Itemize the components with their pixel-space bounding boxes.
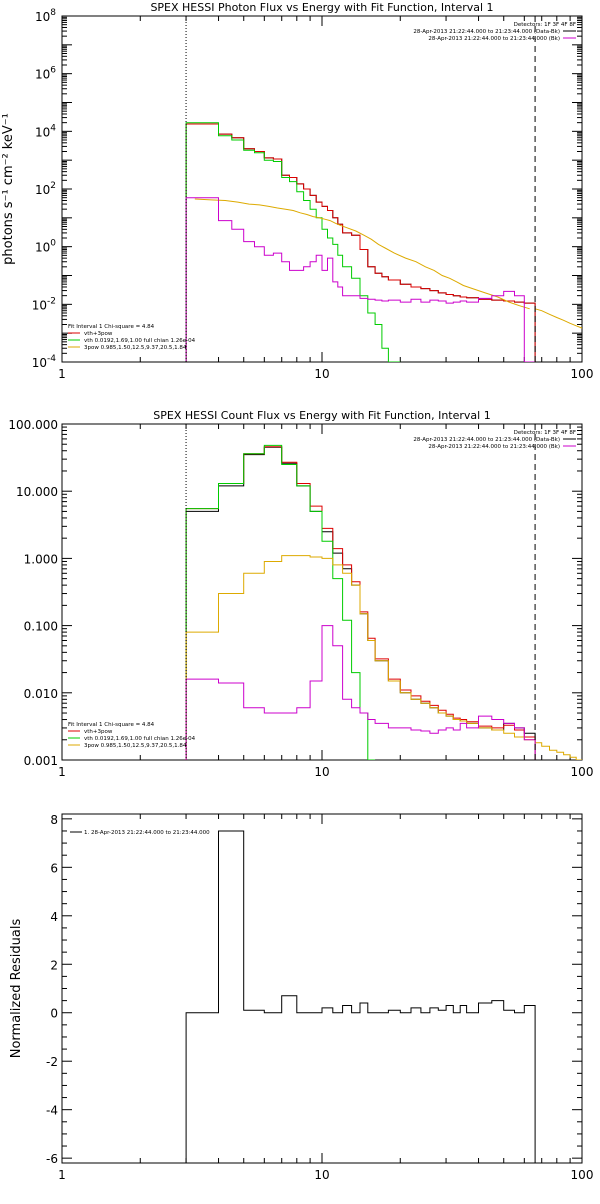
y-tick-label: 10-2 bbox=[32, 296, 56, 312]
series-3-line bbox=[194, 198, 530, 310]
y-tick-exp: 8 bbox=[50, 8, 56, 18]
x-tick-label: 100 bbox=[571, 1168, 594, 1182]
series-4-line bbox=[185, 197, 536, 362]
x-tick-label: 1 bbox=[58, 367, 66, 381]
y-tick-exp: 4 bbox=[50, 123, 56, 133]
panel-photon: SPEX HESSI Photon Flux vs Energy with Fi… bbox=[1, 1, 593, 381]
legend-entry-label: 28-Apr-2013 21:22:44.000 to 21:23:44.000… bbox=[428, 36, 560, 42]
legend-entry-label: 3pow 0.985,1.50,12.5,9.37,20.5,1.84 bbox=[84, 743, 187, 749]
y-tick-label: 108 bbox=[35, 8, 56, 24]
series-0-line bbox=[185, 123, 536, 362]
legend-entry-label: vth 0.0192,1.69,1.00 full chian 1.26e-04 bbox=[84, 736, 196, 742]
series-1-line bbox=[185, 123, 536, 362]
y-tick-base: 10 bbox=[35, 125, 50, 139]
y-tick-label: 0.100 bbox=[24, 620, 58, 634]
y-tick-label: 104 bbox=[35, 123, 56, 139]
y-tick-exp: 2 bbox=[50, 181, 56, 191]
y-tick-label: 10-4 bbox=[32, 354, 57, 370]
series-2-line bbox=[185, 122, 401, 362]
legend-entry-label: 28-Apr-2013 21:22:44.000 to 21:23:44.000… bbox=[413, 437, 560, 443]
plot-frame bbox=[61, 813, 583, 1164]
y-tick-label: 102 bbox=[35, 181, 56, 197]
series-tail-line bbox=[534, 308, 582, 329]
y-tick-label: 4 bbox=[50, 910, 58, 924]
data-layer bbox=[185, 122, 582, 362]
x-tick-label: 100 bbox=[571, 765, 594, 779]
legend-title: Fit Interval 1 Chi-square = 4.84 bbox=[68, 324, 155, 330]
x-tick-label: 100 bbox=[571, 367, 594, 381]
y-tick-label: 2 bbox=[50, 958, 58, 972]
y-tick-exp: -4 bbox=[47, 354, 56, 364]
y-tick-exp: -2 bbox=[47, 296, 56, 306]
y-tick-label: -4 bbox=[46, 1104, 58, 1118]
series-1-line bbox=[185, 446, 536, 760]
series-2-line bbox=[185, 444, 376, 760]
y-tick-base: 10 bbox=[35, 10, 50, 24]
y-tick-base: 10 bbox=[35, 183, 50, 197]
plot-frame bbox=[61, 15, 583, 363]
series-4-line bbox=[185, 625, 536, 760]
y-tick-label: -6 bbox=[46, 1152, 58, 1166]
y-tick-base: 10 bbox=[35, 241, 50, 255]
legend-entry-label: 1. 28-Apr-2013 21:22:44.000 to 21:23:44.… bbox=[84, 830, 210, 836]
y-tick-base: 10 bbox=[32, 356, 47, 370]
y-tick-label: 100 bbox=[35, 239, 56, 255]
legend-entry-label: vth+3pow bbox=[84, 331, 113, 337]
legend-title: Detectors: 1F 3F 4F 8F bbox=[514, 430, 576, 436]
y-tick-label: 0 bbox=[50, 1007, 58, 1021]
y-tick-label: 8 bbox=[50, 813, 58, 827]
panel-residuals: 1 10 100 -6 -4 -2 0 2 4 6 8 Normalized Residuals 1. … bbox=[9, 813, 593, 1182]
x-tick-label: 10 bbox=[314, 367, 329, 381]
x-tick-label: 10 bbox=[314, 1168, 329, 1182]
y-tick-exp: 0 bbox=[50, 239, 56, 249]
legend-entry-label: vth+3pow bbox=[84, 729, 113, 735]
plot-frame bbox=[61, 423, 583, 761]
legend-entry-label: 3pow 0.985,1.50,12.5,9.37,20.5,1.84 bbox=[84, 345, 187, 351]
legend-entry-label: 28-Apr-2013 21:22:44.000 to 21:23:44.000… bbox=[428, 444, 560, 450]
y-tick-label: 100.000 bbox=[8, 418, 58, 432]
x-tick-label: 10 bbox=[314, 765, 329, 779]
legend-title: Fit Interval 1 Chi-square = 4.84 bbox=[68, 722, 155, 728]
y-tick-label: 0.001 bbox=[24, 754, 58, 768]
x-tick-label: 1 bbox=[58, 1168, 66, 1182]
legend-title: Detectors: 1F 3F 4F 8F bbox=[514, 22, 576, 28]
y-tick-label: 1.000 bbox=[24, 552, 58, 566]
legend-entry-label: vth 0.0192,1.69,1.00 full chian 1.26e-04 bbox=[84, 338, 196, 344]
y-axis-label: photons s⁻¹ cm⁻² keV⁻¹ bbox=[1, 113, 16, 265]
panel-count: SPEX HESSI Count Flux vs Energy with Fit… bbox=[8, 409, 593, 779]
y-tick-label: 10.000 bbox=[16, 485, 58, 499]
y-tick-label: 6 bbox=[50, 861, 58, 875]
data-layer bbox=[185, 830, 536, 1163]
y-tick-base: 10 bbox=[35, 68, 50, 82]
y-tick-base: 10 bbox=[32, 298, 47, 312]
series-3-line bbox=[185, 555, 582, 760]
y-tick-label: -2 bbox=[46, 1055, 58, 1069]
x-tick-label: 1 bbox=[58, 765, 66, 779]
series-0-line bbox=[185, 830, 536, 1163]
data-layer bbox=[185, 444, 582, 760]
y-axis-label: Normalized Residuals bbox=[9, 919, 24, 1059]
y-tick-label: 106 bbox=[35, 66, 56, 82]
chart-title: SPEX HESSI Photon Flux vs Energy with Fi… bbox=[150, 1, 493, 14]
y-tick-exp: 6 bbox=[50, 66, 56, 76]
legend-entry-label: 28-Apr-2013 21:22:44.000 to 21:23:44.000… bbox=[413, 29, 560, 35]
chart-title: SPEX HESSI Count Flux vs Energy with Fit… bbox=[153, 409, 490, 422]
y-tick-label: 0.010 bbox=[24, 687, 58, 701]
